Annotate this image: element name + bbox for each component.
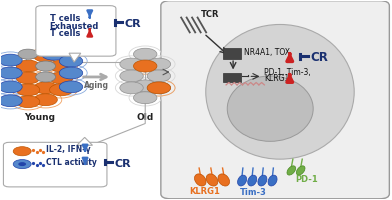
Text: Young: Young: [24, 113, 55, 122]
Text: CTL activity: CTL activity: [46, 158, 97, 167]
Ellipse shape: [206, 174, 218, 186]
Circle shape: [120, 70, 143, 82]
Circle shape: [59, 55, 83, 67]
Circle shape: [49, 60, 73, 72]
Circle shape: [49, 84, 73, 96]
Polygon shape: [69, 53, 81, 62]
Text: TCR: TCR: [201, 10, 219, 19]
Ellipse shape: [206, 24, 354, 159]
Circle shape: [147, 82, 171, 94]
Circle shape: [16, 84, 40, 96]
FancyBboxPatch shape: [223, 73, 241, 82]
Text: Old: Old: [136, 113, 154, 122]
Circle shape: [49, 72, 73, 84]
FancyBboxPatch shape: [4, 142, 107, 187]
Text: CR: CR: [115, 159, 131, 169]
Circle shape: [16, 60, 40, 72]
Circle shape: [147, 70, 171, 82]
Circle shape: [134, 60, 157, 72]
Text: Exhausted: Exhausted: [49, 22, 99, 31]
Circle shape: [134, 80, 157, 92]
Circle shape: [134, 48, 157, 60]
Ellipse shape: [258, 175, 267, 186]
Ellipse shape: [227, 76, 313, 141]
Ellipse shape: [287, 166, 296, 175]
Circle shape: [34, 94, 57, 106]
Ellipse shape: [248, 175, 257, 186]
Circle shape: [120, 58, 143, 70]
Text: Tim-3: Tim-3: [240, 188, 267, 197]
Circle shape: [36, 72, 56, 82]
FancyBboxPatch shape: [36, 6, 116, 56]
Circle shape: [42, 48, 65, 60]
Circle shape: [147, 58, 171, 70]
Circle shape: [0, 54, 22, 66]
FancyBboxPatch shape: [223, 48, 241, 59]
Polygon shape: [77, 137, 93, 145]
Circle shape: [59, 67, 83, 79]
Text: T cells: T cells: [49, 14, 80, 23]
Circle shape: [0, 67, 22, 79]
Ellipse shape: [238, 175, 247, 186]
Text: NR4A1, TOX: NR4A1, TOX: [244, 48, 290, 57]
Text: CR: CR: [124, 19, 141, 29]
Circle shape: [16, 72, 40, 84]
Ellipse shape: [194, 174, 206, 186]
Circle shape: [34, 82, 57, 94]
Circle shape: [36, 61, 56, 71]
Circle shape: [34, 50, 57, 62]
Text: CR: CR: [310, 51, 328, 64]
Circle shape: [0, 95, 22, 107]
Circle shape: [147, 82, 171, 94]
Text: IL-2, IFN-γ: IL-2, IFN-γ: [46, 145, 91, 154]
Circle shape: [16, 96, 40, 108]
Text: Aging: Aging: [84, 81, 109, 90]
Circle shape: [13, 147, 31, 156]
Text: KLRG1: KLRG1: [189, 187, 220, 196]
Circle shape: [18, 49, 38, 59]
Circle shape: [134, 92, 157, 104]
Circle shape: [13, 160, 31, 169]
Circle shape: [18, 162, 26, 166]
Ellipse shape: [296, 166, 305, 175]
Text: PD-1, Tim-3,: PD-1, Tim-3,: [264, 68, 311, 77]
Ellipse shape: [268, 175, 277, 186]
Ellipse shape: [218, 174, 229, 186]
Circle shape: [0, 81, 22, 93]
Circle shape: [59, 81, 83, 93]
Text: T cells: T cells: [49, 29, 80, 38]
Text: PD-1: PD-1: [296, 175, 318, 184]
FancyBboxPatch shape: [161, 1, 389, 199]
Text: KLRG1: KLRG1: [264, 74, 290, 83]
Circle shape: [120, 82, 143, 94]
